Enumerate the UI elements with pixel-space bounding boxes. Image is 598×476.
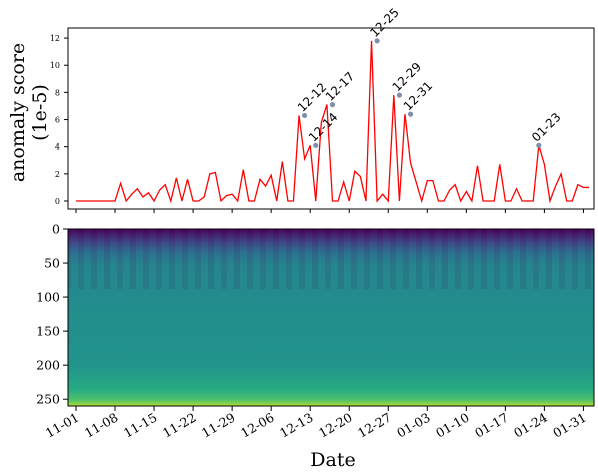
heatmap-x-tick-label: 01-17 (472, 410, 511, 441)
heatmap-x-tick-label: 01-10 (433, 410, 472, 441)
heatmap-x-tick-label: 01-24 (511, 410, 550, 441)
heatmap-x-tick-label: 11-08 (82, 410, 121, 441)
anomaly-marker (536, 142, 542, 148)
heatmap-x-tick-label: 11-01 (43, 410, 82, 441)
anomaly-marker (396, 92, 403, 98)
anomaly-marker (407, 111, 414, 117)
line-y-tick-label: 6 (55, 116, 60, 125)
heatmap-x-label: Date (310, 449, 355, 471)
anomaly-label: 12-25 (367, 5, 402, 40)
line-y-tick-label: 8 (55, 88, 60, 97)
anomaly-marker (302, 112, 308, 119)
heatmap-y-tick-label: 150 (36, 324, 60, 339)
heatmap-x-tick-label: 11-22 (160, 410, 199, 441)
heatmap-x-tick-label: 11-29 (199, 410, 238, 441)
heatmap-texture (68, 229, 594, 289)
line-y-tick-label: 0 (55, 197, 60, 206)
heatmap-y-tick-label: 250 (36, 392, 60, 407)
line-y-label-line: anomaly score (7, 43, 29, 182)
heatmap-frame (67, 228, 595, 407)
anomaly-marker (374, 38, 380, 44)
anomaly-label: 01-23 (529, 110, 564, 145)
heatmap-x-tick-label: 12-20 (316, 410, 355, 441)
heatmap-x-tick-label: 01-03 (394, 410, 433, 441)
line-y-tick-label: 4 (55, 143, 60, 152)
line-chart-y-ticks: 0 2 4 6 8 10 12 (50, 34, 68, 206)
heatmap-x-tick-label: 12-13 (277, 410, 316, 441)
heatmap-y-tick-label: 50 (44, 256, 60, 271)
heatmap-x-tick-label: 11-15 (121, 410, 160, 441)
line-y-tick-label: 2 (55, 170, 60, 179)
line-y-tick-label: 12 (50, 34, 60, 43)
anomaly-score-line (76, 40, 589, 204)
line-y-label-line: (1e-5) (29, 84, 51, 141)
line-y-tick-label: 10 (50, 61, 60, 70)
heatmap-x-tick-label: 12-27 (355, 410, 394, 441)
heatmap-y-tick-label: 100 (36, 290, 60, 305)
anomaly-marker (329, 102, 336, 108)
heatmap-y-ticks: 0 50 100 150 200 250 (36, 222, 68, 407)
heatmap-y-tick-label: 0 (52, 222, 60, 237)
heatmap-y-tick-label: 200 (36, 358, 60, 373)
line-chart-frame (67, 27, 595, 210)
heatmap-x-tick-label: 12-06 (238, 410, 277, 441)
heatmap-chart: 0 50 100 150 200 250 11-01 11-08 11-15 11-22 11-2… (36, 209, 595, 471)
anomaly-marker (313, 142, 319, 148)
anomaly-label: 12-12 (295, 80, 330, 115)
heatmap-x-tick-label: 01-31 (550, 410, 589, 441)
line-chart-y-label: anomaly score (1e-5) (7, 43, 51, 182)
anomaly-label: 12-17 (323, 69, 358, 104)
